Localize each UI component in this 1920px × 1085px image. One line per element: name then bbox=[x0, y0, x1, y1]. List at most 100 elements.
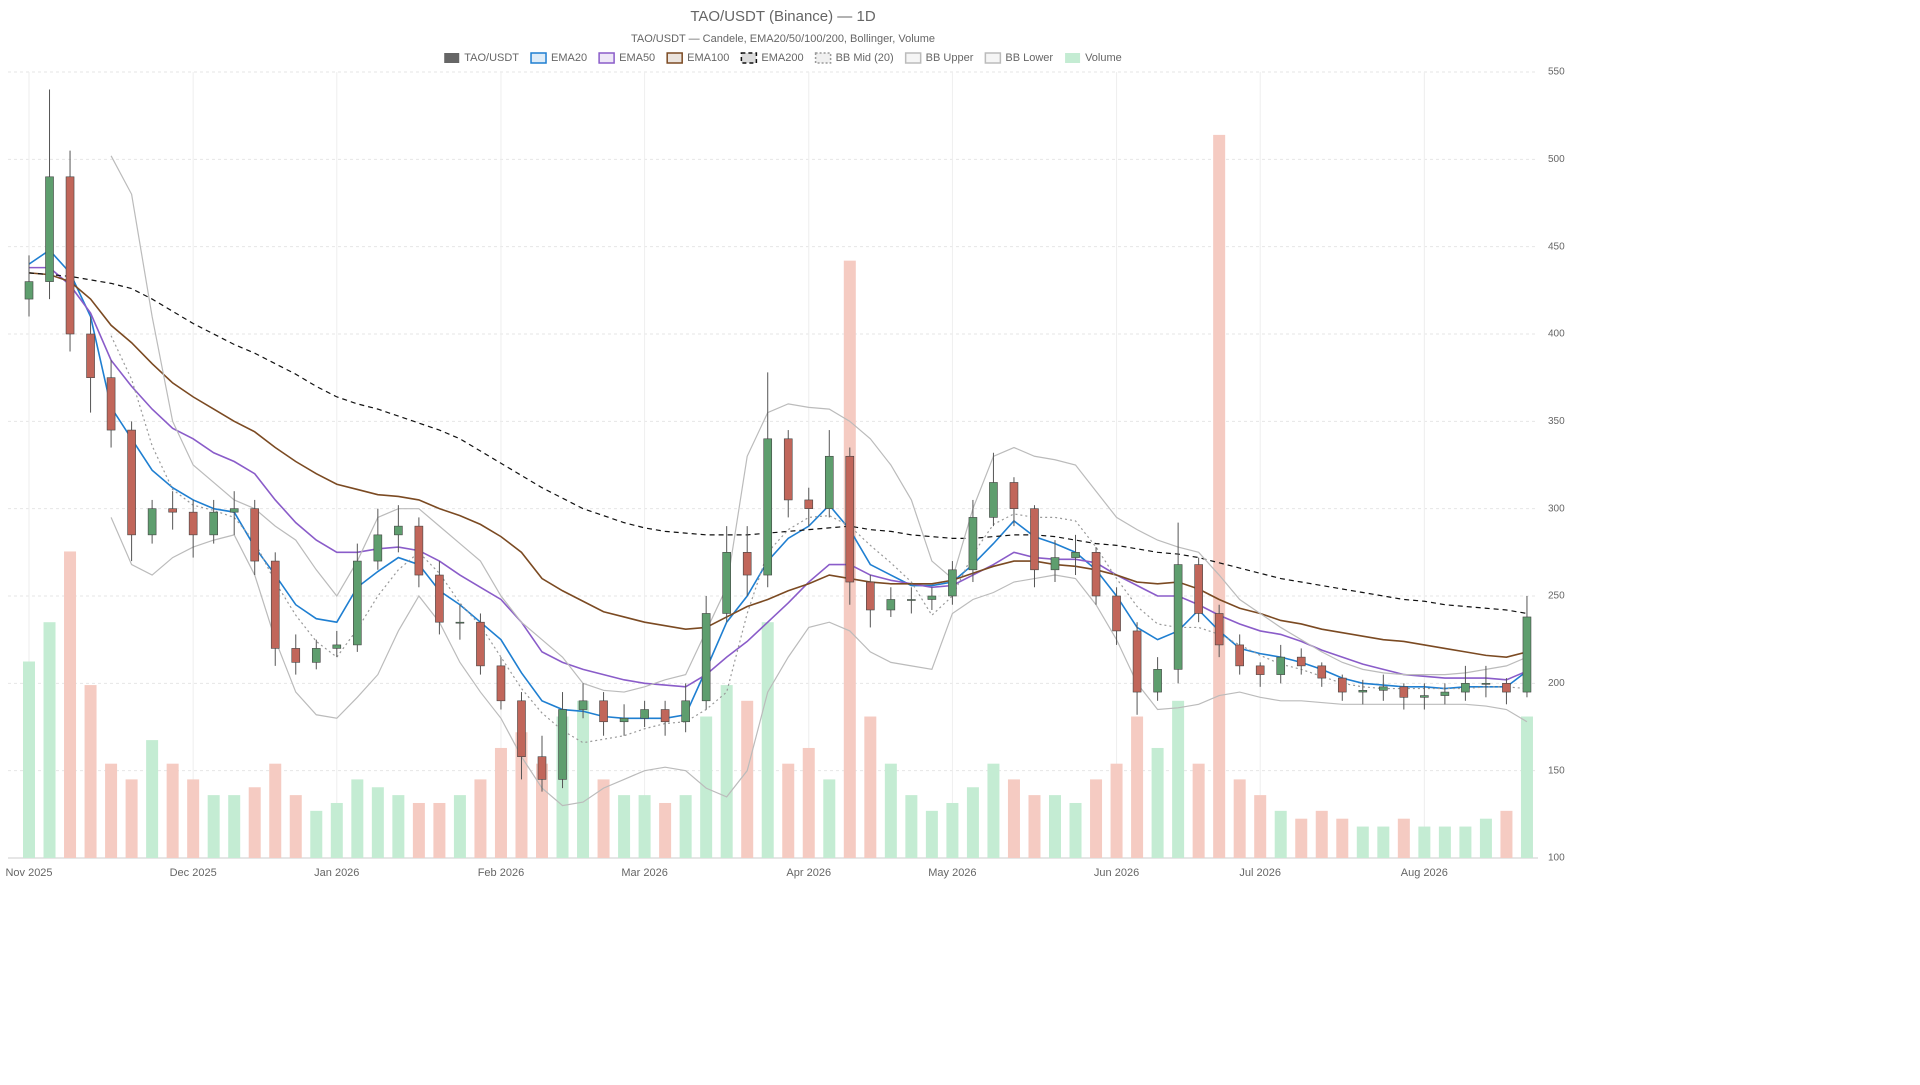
volume-bar bbox=[248, 787, 261, 858]
volume-bar bbox=[1172, 700, 1185, 858]
legend-label: EMA50 bbox=[619, 52, 655, 64]
candle-body bbox=[373, 534, 383, 562]
x-tick-label: Nov 2025 bbox=[5, 867, 52, 879]
volume-bar bbox=[1069, 802, 1082, 858]
volume-bar bbox=[433, 802, 446, 858]
y-tick-label: 400 bbox=[1548, 329, 1565, 340]
candle-body bbox=[599, 700, 608, 723]
volume-bar bbox=[741, 700, 754, 858]
volume-bar bbox=[64, 551, 77, 858]
candle-body bbox=[1481, 683, 1491, 685]
candle-body bbox=[517, 700, 526, 757]
volume-bar bbox=[761, 622, 774, 858]
volume-bar bbox=[371, 787, 384, 858]
volume-bar bbox=[864, 716, 877, 858]
volume-bar bbox=[310, 810, 323, 858]
volume-bar bbox=[228, 795, 241, 858]
candle-body bbox=[1050, 557, 1060, 571]
candle-body bbox=[660, 709, 670, 723]
candle-body bbox=[106, 377, 116, 431]
candle-body bbox=[927, 595, 937, 600]
candle-body bbox=[1071, 552, 1080, 558]
candle-body bbox=[86, 333, 95, 378]
volume-bar bbox=[720, 685, 733, 858]
candle-body bbox=[65, 176, 75, 335]
candle-body bbox=[1255, 665, 1265, 675]
line-series bbox=[28, 272, 1528, 658]
candle-body bbox=[270, 560, 280, 649]
volume-bar bbox=[1274, 810, 1287, 858]
candle-body bbox=[1132, 630, 1142, 693]
legend-item: BB Mid (20) bbox=[814, 52, 894, 64]
candle-body bbox=[1399, 686, 1409, 698]
volume-bar bbox=[84, 685, 97, 858]
legend-swatch bbox=[740, 52, 758, 64]
y-tick-label: 100 bbox=[1548, 853, 1565, 864]
volume-bar bbox=[700, 716, 713, 858]
volume-bar bbox=[1479, 818, 1492, 858]
x-tick-label: May 2026 bbox=[928, 867, 976, 879]
volume-bar bbox=[1233, 779, 1246, 858]
candle-body bbox=[824, 455, 834, 509]
candle-body bbox=[147, 508, 157, 536]
candle-body bbox=[681, 700, 690, 723]
volume-bar bbox=[1213, 134, 1226, 858]
volume-bar bbox=[515, 732, 528, 858]
candle-body bbox=[1420, 695, 1429, 698]
volume-bar bbox=[1192, 763, 1205, 858]
legend-item: EMA100 bbox=[666, 52, 729, 64]
candle-body bbox=[1358, 690, 1368, 693]
volume-bar bbox=[1090, 779, 1103, 858]
candle-body bbox=[742, 552, 752, 576]
candle-body bbox=[1461, 683, 1470, 693]
candle-body bbox=[1235, 644, 1244, 667]
line-series bbox=[28, 272, 1528, 615]
candle-body bbox=[1030, 508, 1039, 571]
chart-title: TAO/USDT (Binance) — 1D bbox=[690, 8, 875, 25]
legend-swatch bbox=[444, 53, 460, 63]
candle-body bbox=[332, 644, 342, 649]
volume-bar bbox=[187, 779, 200, 858]
volume-bar bbox=[1295, 818, 1308, 858]
volume-bar bbox=[1520, 716, 1533, 858]
volume-bar bbox=[289, 795, 302, 858]
legend-label: BB Lower bbox=[1005, 52, 1053, 64]
candle-body bbox=[45, 176, 54, 282]
legend-item: EMA50 bbox=[598, 52, 655, 64]
candle-body bbox=[1112, 595, 1121, 632]
legend-item: TAO/USDT bbox=[444, 52, 519, 64]
volume-bar bbox=[269, 763, 282, 858]
line-series bbox=[29, 266, 1528, 688]
candle-body bbox=[701, 613, 711, 702]
legend-label: BB Mid (20) bbox=[836, 52, 894, 64]
volume-bar bbox=[905, 795, 918, 858]
candle-body bbox=[968, 517, 978, 571]
candle-body bbox=[722, 552, 731, 614]
volume-bar bbox=[679, 795, 692, 858]
legend-label: Volume bbox=[1085, 52, 1122, 64]
candle-body bbox=[394, 525, 403, 536]
y-tick-label: 300 bbox=[1548, 503, 1565, 514]
volume-bar bbox=[166, 763, 179, 858]
volume-bar bbox=[1438, 826, 1451, 858]
legend-item: BB Lower bbox=[984, 52, 1053, 64]
volume-bar bbox=[536, 763, 548, 858]
line-series bbox=[110, 335, 1528, 744]
candle-body bbox=[229, 508, 239, 513]
volume-bar bbox=[966, 787, 979, 858]
candle-body bbox=[24, 281, 34, 300]
volume-bar bbox=[782, 763, 795, 858]
volume-bar bbox=[946, 802, 959, 858]
candle-body bbox=[1214, 613, 1224, 646]
volume-bar bbox=[1377, 826, 1390, 858]
y-tick-label: 450 bbox=[1548, 241, 1565, 252]
legend-swatch bbox=[904, 52, 922, 64]
candle-body bbox=[804, 499, 814, 509]
legend-swatch bbox=[598, 52, 615, 64]
candle-body bbox=[640, 709, 649, 719]
volume-bar bbox=[1418, 826, 1431, 858]
volume-bar bbox=[105, 763, 118, 858]
volume-bar bbox=[1049, 795, 1061, 858]
candle-body bbox=[619, 717, 629, 723]
